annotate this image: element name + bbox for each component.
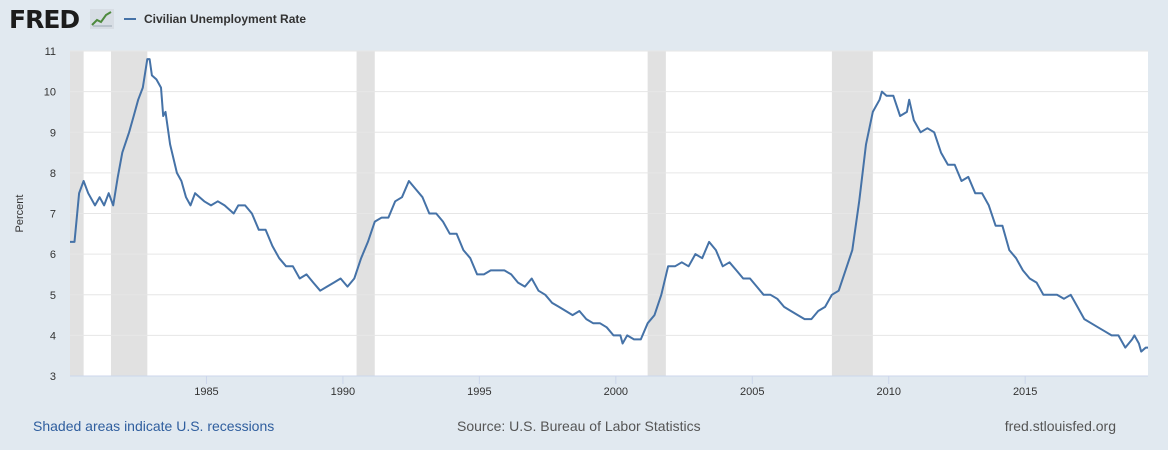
- y-tick-label: 3: [50, 371, 56, 383]
- fred-logo[interactable]: FRED: [9, 5, 80, 34]
- x-tick-label: 1995: [467, 386, 491, 398]
- source-note: Source: U.S. Bureau of Labor Statistics: [457, 418, 701, 434]
- x-tick-label: 2015: [1013, 386, 1037, 398]
- series-line-0: [70, 58, 1148, 353]
- x-tick-label: 2005: [740, 386, 764, 398]
- y-tick-label: 10: [44, 87, 56, 99]
- chart-header: FRED Civilian Unemployment Rate: [0, 0, 1168, 40]
- x-tick-label: 2010: [876, 386, 900, 398]
- legend-label[interactable]: Civilian Unemployment Rate: [144, 12, 307, 26]
- y-tick-label: 8: [50, 168, 56, 180]
- legend-swatch: [124, 18, 136, 20]
- y-tick-label: 7: [50, 209, 56, 221]
- x-tick-label: 1985: [194, 386, 218, 398]
- x-tick-label: 1990: [331, 386, 355, 398]
- y-tick-label: 6: [50, 249, 56, 261]
- y-tick-label: 11: [45, 46, 56, 58]
- x-tick-label: 2000: [604, 386, 628, 398]
- y-tick-label: 4: [50, 330, 56, 342]
- site-link[interactable]: fred.stlouisfed.org: [1004, 418, 1116, 434]
- trend-line-icon: [90, 9, 114, 29]
- recession-note-link[interactable]: Shaded areas indicate U.S. recessions: [33, 418, 275, 434]
- y-axis-label: Percent: [14, 195, 26, 233]
- y-tick-label: 9: [50, 127, 56, 139]
- y-tick-label: 5: [50, 290, 56, 302]
